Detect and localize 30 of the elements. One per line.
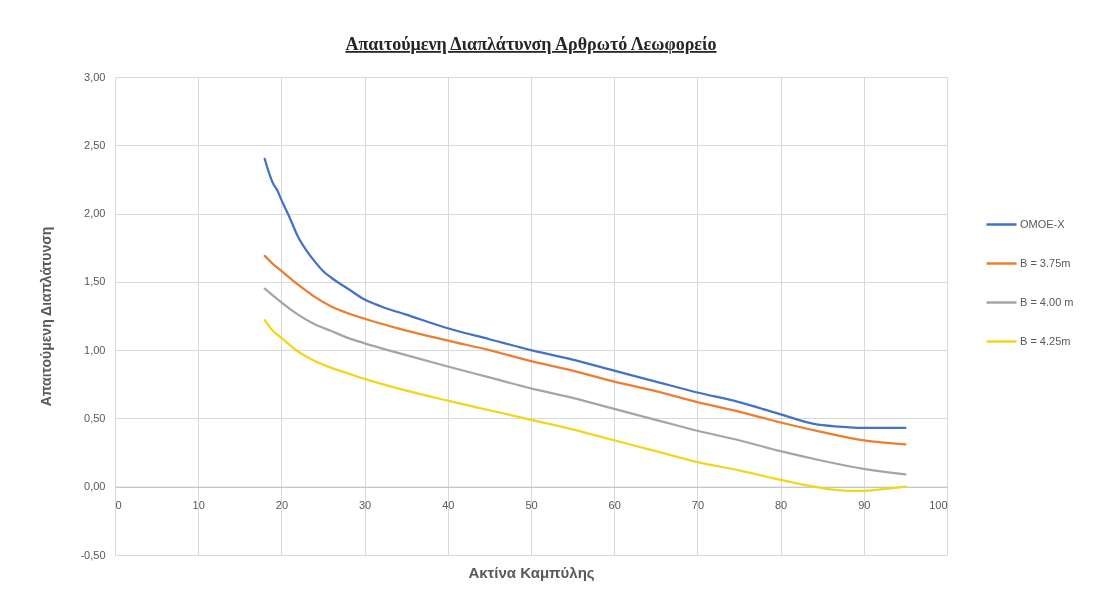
line-series	[263, 157, 907, 430]
x-axis-title: Ακτίνα Καμπύλης	[468, 563, 595, 581]
line-series	[263, 287, 907, 476]
y-axis-title: Απαιτούμενη Διαπλάτυνση	[38, 226, 55, 407]
y-tick-label: 0,00	[84, 480, 106, 493]
legend-label: B = 4.00 m	[1020, 295, 1074, 308]
line-series	[263, 254, 907, 446]
x-tick-label: 10	[192, 499, 205, 512]
x-tick-label: 50	[525, 499, 538, 512]
y-tick-label: 3,00	[84, 70, 106, 83]
legend-label: ΟΜΟΕ-Χ	[1020, 217, 1066, 230]
y-tick-label: -0,50	[80, 548, 106, 561]
x-tick-label: 70	[691, 499, 705, 512]
x-tick-label: 100	[929, 499, 948, 512]
x-tick-label: 60	[608, 499, 621, 512]
y-tick-label: 1,50	[84, 275, 106, 288]
line-series	[263, 318, 907, 492]
legend-label: B = 3.75m	[1020, 256, 1071, 269]
x-tick-label: 40	[442, 499, 455, 512]
x-tick-label: 20	[275, 499, 289, 512]
legend-label: B = 4.25m	[1020, 334, 1071, 347]
chart-title: Απαιτούμενη Διαπλάτυνση Αρθρωτό Λεωφορείο	[345, 34, 717, 54]
y-tick-label: 1,00	[84, 343, 106, 356]
x-tick-label: 80	[774, 499, 788, 512]
y-tick-label: 2,00	[84, 207, 106, 220]
y-tick-label: 2,50	[84, 138, 106, 151]
x-tick-label: 30	[358, 499, 372, 512]
x-tick-label: 0	[115, 499, 122, 512]
y-tick-label: 0,50	[84, 411, 106, 424]
x-tick-label: 90	[858, 499, 871, 512]
